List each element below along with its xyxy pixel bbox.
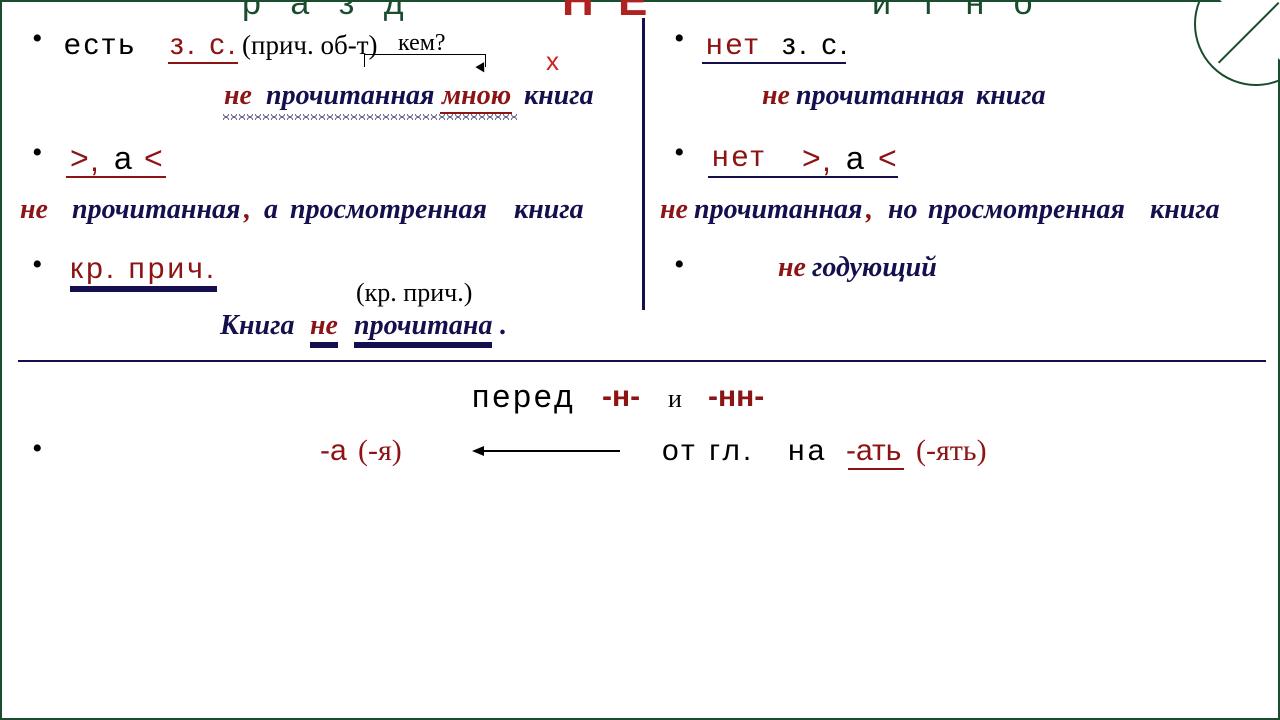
kniga: книга xyxy=(524,80,594,112)
comma: , xyxy=(90,142,99,179)
kniga: книга xyxy=(1150,194,1220,226)
a-conj: а xyxy=(114,140,132,177)
kr-prich: кр. прич. xyxy=(70,252,217,286)
ne-prefix: не xyxy=(762,80,790,112)
horizontal-divider xyxy=(18,360,1266,362)
a-conj: а xyxy=(264,194,278,226)
lt-symbol: < xyxy=(878,140,897,177)
bullet: • xyxy=(32,136,43,170)
est-label: есть xyxy=(64,28,137,62)
ya-suffix: (-я) xyxy=(358,434,402,468)
yat-suffix: (-ять) xyxy=(916,434,987,468)
header-ne: Н Е xyxy=(562,0,653,26)
bullet: • xyxy=(32,22,43,56)
bullet: • xyxy=(674,248,685,282)
a-conj: а xyxy=(846,140,864,177)
bullet: • xyxy=(32,432,43,466)
net-label: нет xyxy=(706,28,761,62)
prochitana: прочитана xyxy=(354,310,492,342)
frame: р а з д Н Е и т н о • есть з. с. (прич. … xyxy=(0,0,1280,720)
kniga: книга xyxy=(514,194,584,226)
dot: . xyxy=(500,310,507,342)
comma: , xyxy=(866,194,873,226)
prochitannaya: прочитанная xyxy=(266,80,434,112)
underline xyxy=(66,176,166,178)
bullet: • xyxy=(32,248,43,282)
mnoyu: мною xyxy=(442,80,511,112)
ne-prefix: не xyxy=(660,194,688,226)
gt-symbol: > xyxy=(802,140,821,177)
bullet: • xyxy=(674,22,685,56)
underline xyxy=(848,468,904,470)
comma: , xyxy=(822,142,831,179)
underline xyxy=(708,176,898,178)
underline xyxy=(168,62,238,64)
prosmotrennaya: просмотренная xyxy=(290,194,487,226)
nn-suffix: -нн- xyxy=(708,380,764,414)
wavy-underline xyxy=(222,114,517,120)
pered: перед xyxy=(472,378,576,415)
prochitannaya: прочитанная xyxy=(796,80,964,112)
kniga: книга xyxy=(976,80,1046,112)
arrow-line xyxy=(482,450,620,452)
underline xyxy=(702,62,846,64)
gt-symbol: > xyxy=(70,140,89,177)
zs-label: з. с. xyxy=(170,28,239,62)
ne-word: не xyxy=(224,80,252,112)
prochitannaya: прочитанная xyxy=(694,194,862,226)
ot-gl: от гл. xyxy=(662,434,754,468)
lt-symbol: < xyxy=(144,140,163,177)
prochitannaya2: прочитанная xyxy=(72,194,240,226)
x-marker: x xyxy=(546,46,559,77)
ne-word: не xyxy=(20,194,48,226)
Kniga: Книга xyxy=(220,310,294,342)
kr-prich-paren: (кр. прич.) xyxy=(356,278,472,308)
vertical-divider xyxy=(642,18,645,310)
n-suffix: -н- xyxy=(602,380,640,414)
kem-label: кем? xyxy=(398,30,446,57)
prosmotrennaya: просмотренная xyxy=(928,194,1125,226)
goduyushchiy: годующий xyxy=(812,252,937,284)
paren-prich-obt: (прич. об-т) xyxy=(242,30,378,61)
a-suffix: -а xyxy=(320,434,347,468)
at-suffix: -ать xyxy=(846,434,901,468)
ne-prefix: не xyxy=(778,252,806,284)
net-label: нет xyxy=(712,140,767,174)
bullet: • xyxy=(674,136,685,170)
underline xyxy=(440,112,512,114)
comma: , xyxy=(244,194,251,226)
i-conj: и xyxy=(668,384,682,414)
header-right: и т н о xyxy=(872,0,1043,23)
na: на xyxy=(788,434,827,468)
zs-label: з. с. xyxy=(782,28,851,62)
header-left: р а з д xyxy=(242,0,414,23)
ne-word: не xyxy=(310,310,338,342)
no-conj: но xyxy=(888,194,918,226)
